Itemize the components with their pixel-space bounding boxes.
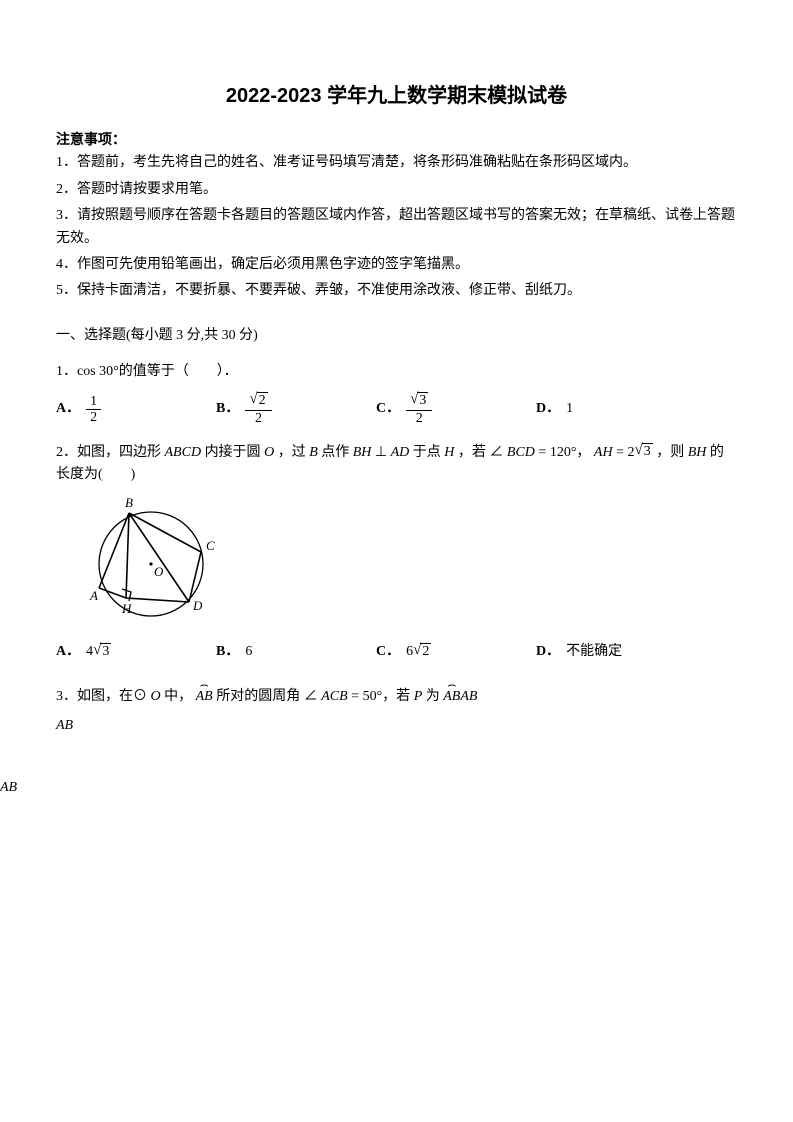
q1-option-b: B． 22 [216, 392, 376, 428]
fig-label-d: D [192, 598, 203, 613]
option-label: D． [536, 398, 560, 420]
instructions-header: 注意事项： [56, 130, 737, 152]
fig-label-b: B [125, 496, 133, 510]
option-label: C． [376, 398, 400, 420]
fig-label-a: A [89, 588, 98, 603]
q2-stem: 2．如图，四边形 ABCD 内接于圆 O ，过 B 点作 BH ⊥ AD 于点 … [56, 442, 737, 487]
fig-label-c: C [206, 538, 215, 553]
option-label: A． [56, 398, 80, 420]
fig-label-h: H [121, 601, 132, 616]
instruction-2: 2．答题时请按要求用笔。 [56, 179, 737, 201]
instruction-3: 3．请按照题号顺序在答题卡各题目的答题区域内作答，超出答题区域书写的答案无效；在… [56, 205, 737, 250]
instruction-1: 1．答题前，考生先将自己的姓名、准考证号码填写清楚，将条形码准确粘贴在条形码区域… [56, 152, 737, 174]
section-1-header: 一、选择题(每小题 3 分,共 30 分) [56, 325, 737, 347]
option-label: B． [216, 641, 239, 663]
fig-label-o: O [154, 564, 164, 579]
page-title: 2022-2023 学年九上数学期末模拟试卷 [56, 80, 737, 112]
q1-option-c: C． 32 [376, 392, 536, 428]
q3-stem: 3．如图，在⊙ O 中， AB 所对的圆周角 ∠ ACB = 50°，若 P 为… [56, 684, 737, 708]
q1-option-d: D． 1 [536, 392, 696, 428]
q2-option-d: D． 不能确定 [536, 634, 696, 670]
q2-option-c: C． 62 [376, 634, 536, 670]
option-label: A． [56, 641, 80, 663]
instruction-4: 4．作图可先使用铅笔画出，确定后必须用黑色字迹的签字笔描黑。 [56, 254, 737, 276]
q1-options: A． 12 B． 22 C． 32 D． 1 [56, 392, 737, 428]
q2-figure: A H D B C O [76, 496, 737, 626]
q1-option-a: A． 12 [56, 392, 216, 428]
exam-page: 2022-2023 学年九上数学期末模拟试卷 注意事项： 1．答题前，考生先将自… [0, 0, 793, 777]
q2-option-b: B． 6 [216, 634, 376, 670]
option-label: B． [216, 398, 239, 420]
option-label: C． [376, 641, 400, 663]
option-label: D． [536, 641, 560, 663]
q1-stem: 1．cos 30°的值等于（ ）． [56, 361, 737, 383]
q2-option-a: A． 43 [56, 634, 216, 670]
q2-options: A． 43 B． 6 C． 62 D． 不能确定 [56, 634, 737, 670]
instruction-5: 5．保持卡面清洁，不要折暴、不要弄破、弄皱，不准使用涂改液、修正带、刮纸刀。 [56, 280, 737, 302]
